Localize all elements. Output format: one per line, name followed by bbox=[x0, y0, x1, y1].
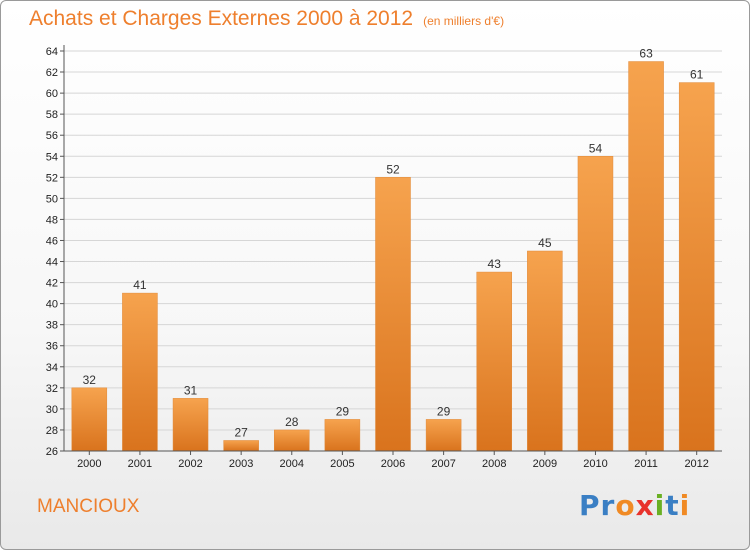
y-tick-label: 38 bbox=[46, 320, 58, 332]
y-tick-label: 48 bbox=[46, 214, 58, 226]
value-label-2008: 43 bbox=[488, 257, 502, 271]
y-tick-label: 56 bbox=[46, 130, 58, 142]
y-tick-label: 30 bbox=[46, 404, 58, 416]
y-tick-label: 32 bbox=[46, 383, 58, 395]
logo-letter: i bbox=[654, 489, 666, 522]
y-tick-label: 36 bbox=[46, 341, 58, 353]
y-tick-label: 26 bbox=[46, 446, 58, 458]
value-label-2002: 31 bbox=[184, 383, 198, 397]
proxiti-logo: Proxiti bbox=[579, 489, 690, 522]
bar-2001 bbox=[122, 292, 158, 452]
y-tick-label: 46 bbox=[46, 235, 58, 247]
bar-2010 bbox=[577, 156, 614, 452]
y-tick-label: 42 bbox=[46, 278, 58, 290]
value-label-2000: 32 bbox=[83, 373, 97, 387]
value-label-2009: 45 bbox=[538, 236, 552, 250]
bar-2003 bbox=[223, 440, 259, 452]
y-tick-label: 28 bbox=[46, 425, 58, 437]
value-label-2007: 29 bbox=[437, 404, 451, 418]
x-tick-label-2000: 2000 bbox=[77, 458, 101, 470]
y-tick-label: 58 bbox=[46, 109, 58, 121]
commune-name: MANCIOUX bbox=[37, 496, 140, 517]
x-tick-label-2003: 2003 bbox=[229, 458, 253, 470]
x-axis-ticks: 2000 2001 2002 2003 2004 2005 2006 2007 2008 2009… bbox=[77, 451, 709, 470]
value-label-2006: 52 bbox=[386, 162, 400, 176]
x-tick-label-2010: 2010 bbox=[583, 458, 607, 470]
bar-2008 bbox=[476, 271, 512, 452]
value-label-2004: 28 bbox=[285, 415, 299, 429]
bar-2000 bbox=[71, 387, 108, 452]
y-tick-label: 60 bbox=[46, 88, 58, 100]
y-tick-label: 52 bbox=[46, 172, 58, 184]
y-tick-label: 44 bbox=[46, 257, 58, 269]
y-axis-ticks: 26 28 30 32 34 36 38 40 42 44 46 48 50 52 54 56 58 60 62 64 bbox=[46, 46, 64, 458]
y-tick-label: 54 bbox=[46, 151, 58, 163]
logo-letter: r bbox=[600, 489, 616, 522]
y-tick-label: 64 bbox=[46, 46, 58, 58]
chart-title: Achats et Charges Externes 2000 à 2012 (e… bbox=[29, 7, 504, 31]
logo-letter: i bbox=[679, 489, 691, 522]
logo-letter: x bbox=[635, 489, 655, 522]
logo-letter: t bbox=[665, 489, 680, 522]
x-tick-label-2006: 2006 bbox=[381, 458, 405, 470]
value-label-2003: 27 bbox=[234, 425, 248, 439]
value-label-2001: 41 bbox=[133, 278, 147, 292]
bar-2002 bbox=[172, 398, 209, 452]
axes bbox=[63, 45, 722, 452]
value-label-2012: 61 bbox=[690, 68, 704, 82]
y-tick-label: 62 bbox=[46, 67, 58, 79]
bar-2005 bbox=[324, 419, 361, 452]
logo-letter: P bbox=[579, 489, 601, 522]
x-tick-label-2004: 2004 bbox=[280, 458, 304, 470]
x-tick-label-2012: 2012 bbox=[684, 458, 708, 470]
chart-title-text: Achats et Charges Externes 2000 à 2012 bbox=[29, 7, 414, 30]
chart-unit: (en milliers d'€) bbox=[423, 14, 505, 28]
x-tick-label-2011: 2011 bbox=[634, 458, 658, 470]
logo-letter: o bbox=[615, 489, 636, 522]
x-tick-label-2008: 2008 bbox=[482, 458, 506, 470]
y-tick-label: 34 bbox=[46, 362, 58, 374]
bar-2004 bbox=[274, 429, 310, 452]
bar-2011 bbox=[628, 61, 664, 452]
bars: 32 41 31 27 28 29 52 29 43 45 54 63 61 bbox=[71, 47, 715, 452]
x-tick-label-2009: 2009 bbox=[533, 458, 557, 470]
y-tick-label: 50 bbox=[46, 193, 58, 205]
bar-2009 bbox=[527, 250, 563, 452]
value-label-2005: 29 bbox=[336, 404, 350, 418]
value-label-2011: 63 bbox=[639, 47, 653, 61]
value-label-2010: 54 bbox=[589, 141, 603, 155]
x-tick-label-2007: 2007 bbox=[431, 458, 455, 470]
y-tick-label: 40 bbox=[46, 299, 58, 311]
x-tick-label-2002: 2002 bbox=[178, 458, 202, 470]
x-tick-label-2005: 2005 bbox=[330, 458, 354, 470]
bar-2007 bbox=[425, 419, 462, 452]
x-tick-label-2001: 2001 bbox=[128, 458, 152, 470]
bar-2012 bbox=[678, 82, 715, 452]
bar-2006 bbox=[375, 177, 411, 452]
